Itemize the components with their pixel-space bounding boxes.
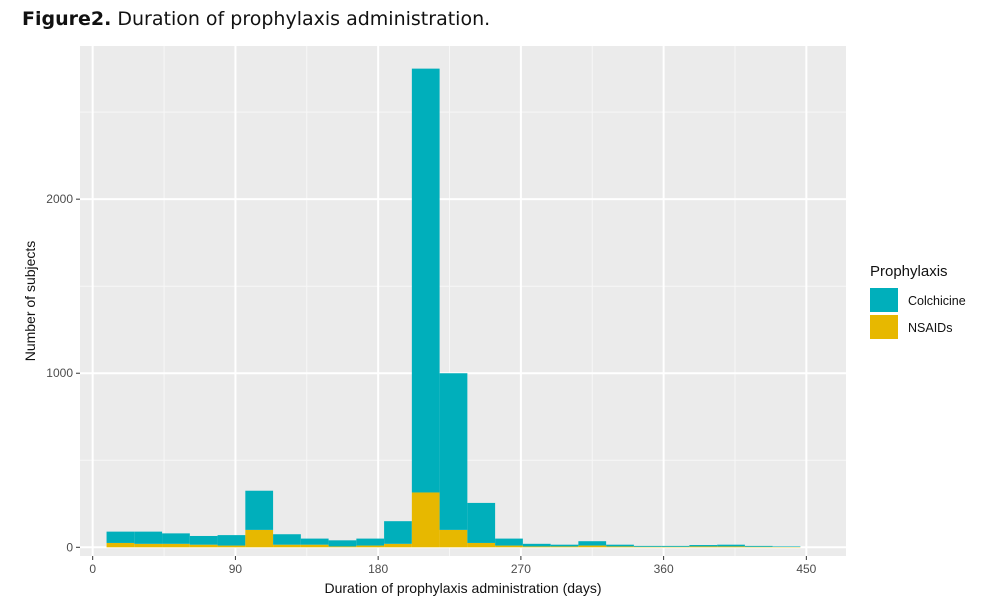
bar-nsaids — [550, 546, 579, 548]
bar-colchicine — [384, 521, 412, 544]
x-tick-label: 450 — [796, 562, 816, 576]
bar-nsaids — [717, 546, 745, 548]
bar-colchicine — [495, 538, 523, 546]
bar-nsaids — [522, 546, 551, 548]
legend-key-nsaids — [870, 315, 898, 339]
bar-colchicine — [467, 502, 496, 543]
bars — [106, 68, 801, 548]
y-tick-label: 1000 — [46, 366, 73, 380]
bar-colchicine — [356, 538, 385, 546]
bar-colchicine — [217, 535, 246, 546]
bar-nsaids — [300, 544, 329, 548]
x-tick-label: 0 — [89, 562, 96, 576]
bar-nsaids — [162, 543, 190, 548]
bar-colchicine — [106, 531, 135, 543]
bar-colchicine — [162, 533, 190, 544]
bar-nsaids — [245, 529, 274, 548]
bar-colchicine — [717, 544, 745, 547]
bar-colchicine — [550, 544, 579, 547]
bar-nsaids — [578, 545, 607, 548]
bar-nsaids — [384, 543, 412, 548]
bar-nsaids — [495, 545, 523, 548]
bar-nsaids — [606, 546, 634, 548]
bar-nsaids — [189, 544, 218, 548]
x-tick-label: 270 — [511, 562, 531, 576]
bar-colchicine — [245, 490, 274, 530]
bar-nsaids — [411, 492, 440, 548]
x-axis-ticks: 0 90 180 270 360 450 — [89, 556, 817, 576]
bar-colchicine — [522, 543, 551, 547]
bar-nsaids — [744, 546, 773, 548]
bar-nsaids — [328, 546, 357, 548]
bar-colchicine — [300, 538, 329, 545]
y-axis-ticks: 0 1000 2000 — [46, 192, 80, 554]
bar-nsaids — [661, 546, 690, 548]
bar-colchicine — [606, 544, 634, 547]
bar-nsaids — [356, 545, 385, 548]
bar-colchicine — [772, 546, 801, 547]
bar-nsaids — [273, 544, 301, 548]
legend-key-colchicine — [870, 288, 898, 312]
bar-colchicine — [578, 541, 607, 546]
bar-nsaids — [689, 546, 718, 548]
legend-title: Prophylaxis — [870, 263, 948, 280]
y-tick-label: 2000 — [46, 192, 73, 206]
bar-colchicine — [411, 68, 440, 493]
bar-colchicine — [744, 545, 773, 547]
bar-nsaids — [467, 542, 496, 548]
bar-colchicine — [189, 535, 218, 545]
grid-minor — [80, 46, 846, 556]
bar-nsaids — [134, 543, 163, 548]
legend-label-colchicine: Colchicine — [908, 294, 966, 308]
legend: Prophylaxis Colchicine NSAIDs — [870, 263, 966, 339]
bar-nsaids — [439, 529, 468, 548]
bar-colchicine — [689, 545, 718, 547]
y-tick-label: 0 — [66, 540, 73, 554]
x-tick-label: 90 — [229, 562, 243, 576]
bar-nsaids — [106, 542, 135, 548]
figure-caption-text: Duration of prophylaxis administration. — [117, 8, 491, 30]
y-axis-title: Number of subjects — [22, 241, 38, 362]
bar-colchicine — [439, 373, 468, 530]
bar-colchicine — [328, 540, 357, 547]
bar-colchicine — [273, 534, 301, 545]
figure-caption: Figure2. Duration of prophylaxis adminis… — [22, 8, 490, 30]
x-tick-label: 180 — [368, 562, 388, 576]
figure-caption-label: Figure2. — [22, 8, 112, 30]
x-tick-label: 360 — [654, 562, 674, 576]
bar-colchicine — [633, 545, 662, 547]
legend-label-nsaids: NSAIDs — [908, 321, 952, 335]
bar-colchicine — [134, 531, 163, 544]
x-axis-title: Duration of prophylaxis administration (… — [324, 580, 601, 596]
bar-colchicine — [661, 545, 690, 547]
bar-nsaids — [633, 546, 662, 548]
bar-nsaids — [217, 545, 246, 548]
